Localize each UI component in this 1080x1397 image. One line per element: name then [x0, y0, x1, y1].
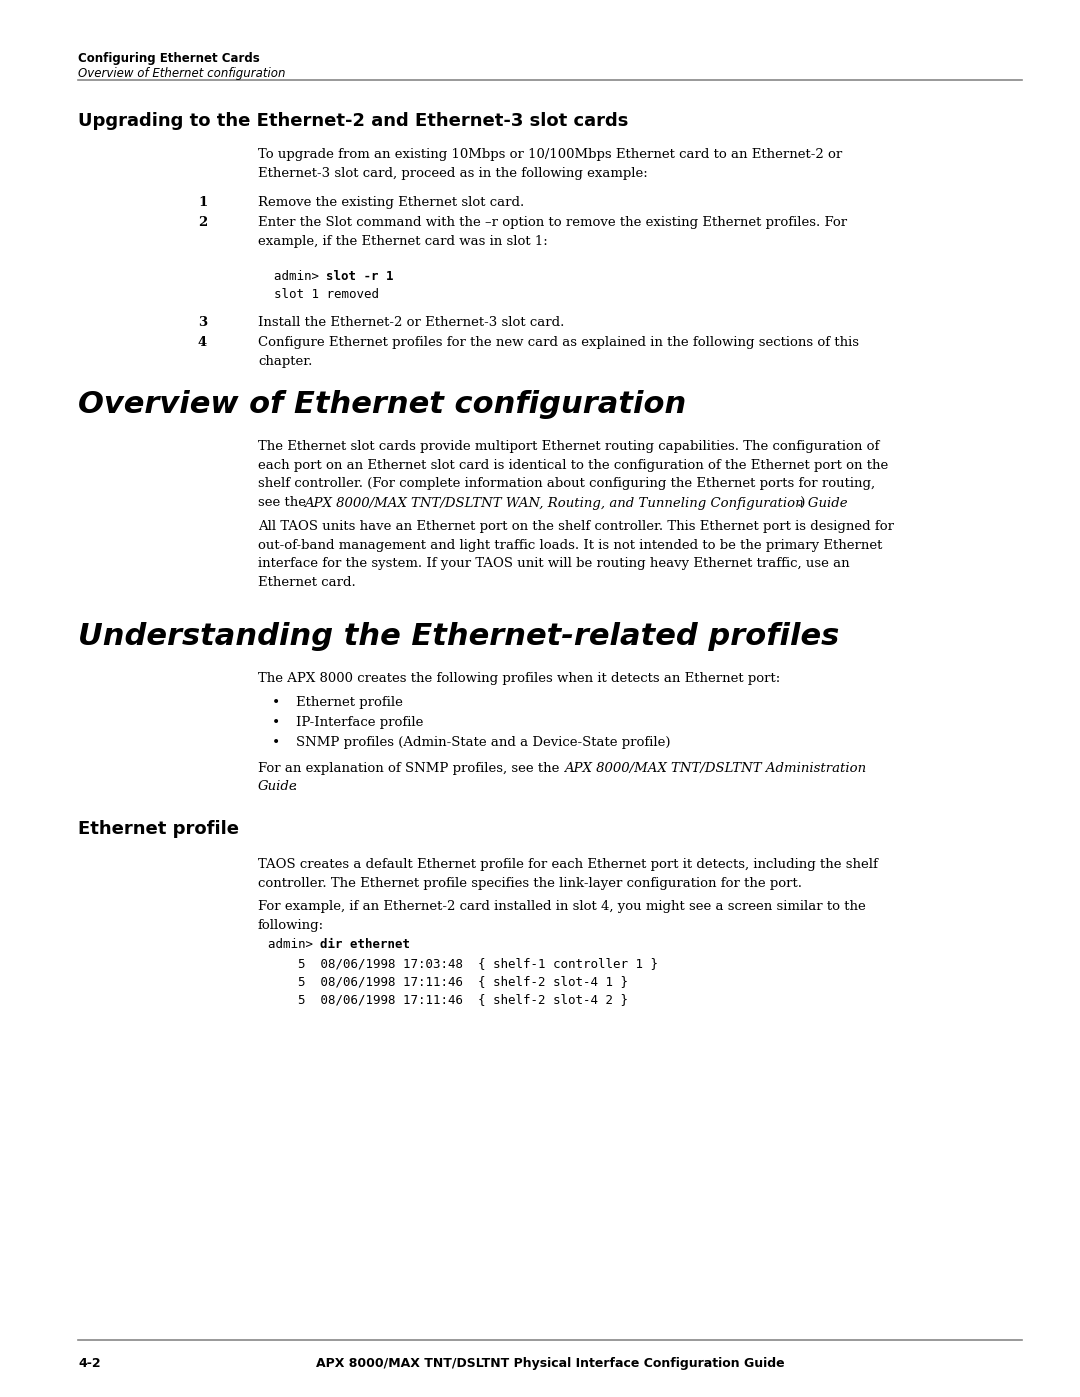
Text: •: • [272, 736, 280, 750]
Text: 1: 1 [198, 196, 207, 210]
Text: Overview of Ethernet configuration: Overview of Ethernet configuration [78, 67, 285, 80]
Text: Configure Ethernet profiles for the new card as explained in the following secti: Configure Ethernet profiles for the new … [258, 337, 859, 367]
Text: Understanding the Ethernet-related profiles: Understanding the Ethernet-related profi… [78, 622, 839, 651]
Text: Install the Ethernet-2 or Ethernet-3 slot card.: Install the Ethernet-2 or Ethernet-3 slo… [258, 316, 565, 330]
Text: Enter the Slot command with the –r option to remove the existing Ethernet profil: Enter the Slot command with the –r optio… [258, 217, 847, 247]
Text: IP-Interface profile: IP-Interface profile [296, 717, 423, 729]
Text: To upgrade from an existing 10Mbps or 10/100Mbps Ethernet card to an Ethernet-2 : To upgrade from an existing 10Mbps or 10… [258, 148, 842, 179]
Text: Remove the existing Ethernet slot card.: Remove the existing Ethernet slot card. [258, 196, 524, 210]
Text: Configuring Ethernet Cards: Configuring Ethernet Cards [78, 52, 260, 66]
Text: slot -r 1: slot -r 1 [326, 270, 393, 284]
Text: Overview of Ethernet configuration: Overview of Ethernet configuration [78, 390, 686, 419]
Text: dir ethernet: dir ethernet [320, 937, 410, 951]
Text: slot 1 removed: slot 1 removed [274, 288, 379, 300]
Text: 4-2: 4-2 [78, 1356, 100, 1370]
Text: .: . [293, 780, 297, 793]
Text: •: • [272, 717, 280, 731]
Text: 4: 4 [198, 337, 207, 349]
Text: Ethernet profile: Ethernet profile [296, 696, 403, 710]
Text: .): .) [797, 497, 807, 510]
Text: admin>: admin> [274, 270, 326, 284]
Text: admin>: admin> [268, 937, 321, 951]
Text: All TAOS units have an Ethernet port on the shelf controller. This Ethernet port: All TAOS units have an Ethernet port on … [258, 520, 894, 588]
Text: Ethernet profile: Ethernet profile [78, 820, 239, 838]
Text: The Ethernet slot cards provide multiport Ethernet routing capabilities. The con: The Ethernet slot cards provide multipor… [258, 440, 888, 509]
Text: TAOS creates a default Ethernet profile for each Ethernet port it detects, inclu: TAOS creates a default Ethernet profile … [258, 858, 878, 890]
Text: For example, if an Ethernet-2 card installed in slot 4, you might see a screen s: For example, if an Ethernet-2 card insta… [258, 900, 866, 932]
Text: APX 8000/MAX TNT/DSLTNT Physical Interface Configuration Guide: APX 8000/MAX TNT/DSLTNT Physical Interfa… [315, 1356, 784, 1370]
Text: •: • [272, 696, 280, 710]
Text: Guide: Guide [258, 780, 298, 793]
Text: 5  08/06/1998 17:03:48  { shelf-1 controller 1 }: 5 08/06/1998 17:03:48 { shelf-1 controll… [298, 957, 658, 970]
Text: 2: 2 [198, 217, 207, 229]
Text: The APX 8000 creates the following profiles when it detects an Ethernet port:: The APX 8000 creates the following profi… [258, 672, 780, 685]
Text: APX 8000/MAX TNT/DSLTNT WAN, Routing, and Tunneling Configuration Guide: APX 8000/MAX TNT/DSLTNT WAN, Routing, an… [303, 497, 848, 510]
Text: APX 8000/MAX TNT/DSLTNT Administration: APX 8000/MAX TNT/DSLTNT Administration [564, 761, 866, 775]
Text: 3: 3 [198, 316, 207, 330]
Text: For an explanation of SNMP profiles, see the: For an explanation of SNMP profiles, see… [258, 761, 564, 775]
Text: SNMP profiles (Admin-State and a Device-State profile): SNMP profiles (Admin-State and a Device-… [296, 736, 671, 749]
Text: Upgrading to the Ethernet-2 and Ethernet-3 slot cards: Upgrading to the Ethernet-2 and Ethernet… [78, 112, 629, 130]
Text: 5  08/06/1998 17:11:46  { shelf-2 slot-4 1 }: 5 08/06/1998 17:11:46 { shelf-2 slot-4 1… [298, 975, 627, 988]
Text: 5  08/06/1998 17:11:46  { shelf-2 slot-4 2 }: 5 08/06/1998 17:11:46 { shelf-2 slot-4 2… [298, 993, 627, 1006]
